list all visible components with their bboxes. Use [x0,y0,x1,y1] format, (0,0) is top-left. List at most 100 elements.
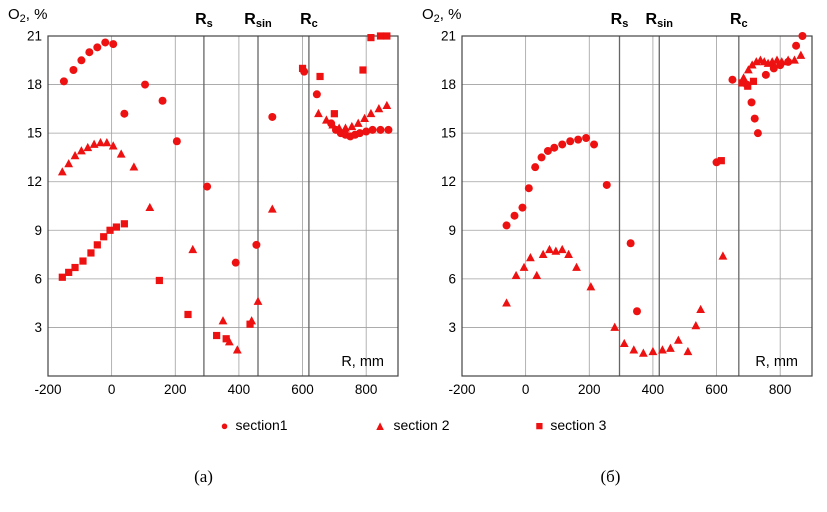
x-tick-label: 400 [642,382,665,397]
reference-line-label: Rsin [646,11,674,30]
data-point-circle [626,239,635,248]
data-point-circle [158,96,167,105]
data-point-circle [753,129,762,138]
data-point-triangle [322,115,331,124]
data-point-triangle [519,262,529,271]
square-marker-icon: ■ [535,417,544,433]
data-point-triangle [188,244,198,254]
y-tick-label: 15 [441,126,456,141]
data-point-triangle [683,346,693,356]
data-point-circle [602,180,611,189]
data-point-triangle [691,321,701,330]
data-point-triangle [267,204,277,213]
y-tick-label: 21 [441,29,456,44]
x-tick-label: 200 [578,382,601,397]
data-point-triangle [747,60,757,69]
data-point-triangle [586,282,596,291]
data-point-circle [510,211,519,220]
data-point-triangle [314,108,323,118]
legend-item-section1: ● section1 [221,417,288,433]
data-point-square [367,34,375,42]
x-tick-label: 200 [164,382,187,397]
data-point-circle [85,48,94,57]
data-point-circle [252,240,261,249]
data-point-triangle [648,346,658,356]
x-tick-label: 800 [355,382,378,397]
reference-line-label: Rsin [244,11,272,30]
data-point-circle [524,184,533,193]
data-point-circle [566,137,575,146]
data-point-circle [384,125,393,134]
x-tick-label: -200 [34,382,61,397]
data-point-triangle [658,345,667,354]
y-axis-label: O2, % [8,6,47,25]
data-point-circle [203,182,212,191]
data-point-triangle [551,246,561,255]
x-tick-label: 0 [522,382,530,397]
legend-label-section3: section 3 [550,417,607,433]
data-point-circle [747,98,756,107]
data-point-square [93,241,101,249]
data-point-square [106,226,114,234]
data-point-square [298,64,307,72]
data-point-triangle [696,304,706,314]
y-tick-label: 12 [441,174,456,189]
y-tick-label: 6 [34,271,42,286]
data-point-triangle [328,120,338,129]
data-point-triangle [253,296,263,305]
data-point-square [120,220,128,228]
data-point-triangle [232,345,242,354]
data-point-triangle [526,253,535,262]
data-point-square [65,268,73,276]
data-point-circle [502,221,511,230]
data-point-triangle [772,55,782,64]
data-point-square [738,79,746,87]
data-point-triangle [502,298,511,307]
data-point-triangle [341,123,350,132]
data-point-triangle [89,139,99,148]
data-point-triangle [790,55,799,64]
data-point-circle [77,56,86,65]
legend-label-section2: section 2 [393,417,450,433]
data-point-triangle [382,100,392,110]
x-tick-label: -200 [448,382,475,397]
reference-line-label: Rc [730,11,748,30]
data-point-triangle [218,316,228,325]
data-point-triangle [83,142,93,152]
data-point-square [376,32,385,40]
scatter-chart-a: Rs Rsin Rc O2, % R, mm 3 6 9 12 15 18 21 -200 0 200 400… [8,6,399,397]
data-point-triangle [564,249,573,258]
data-point-triangle [572,262,581,271]
data-point-square [222,335,230,343]
data-point-triangle [638,348,648,357]
legend-item-section3: ■ section 3 [536,417,607,433]
data-point-circle [750,114,759,123]
data-point-square [71,263,79,272]
y-tick-label: 6 [448,271,456,286]
plot-frame [47,35,399,377]
data-point-triangle [532,270,542,280]
legend-item-section2: ▲ section 2 [374,417,450,433]
data-point-triangle [629,345,639,354]
reference-line-label: Rs [195,11,213,30]
data-point-triangle [666,343,675,352]
data-point-circle [362,127,371,136]
data-point-circle [231,258,240,267]
circle-marker-icon: ● [220,417,229,433]
x-tick-label: 600 [291,382,314,397]
data-point-square [184,310,192,319]
y-tick-label: 15 [27,126,42,141]
data-point-triangle [743,65,753,74]
data-point-square [213,331,221,340]
y-tick-label: 9 [448,223,456,238]
data-point-square [744,82,752,90]
x-axis-label: R, mm [341,354,384,370]
data-point-triangle [366,108,376,118]
data-point-triangle [116,149,126,158]
chart-legend: ● section1 ▲ section 2 ■ section 3 [0,408,827,442]
data-point-triangle [619,338,629,348]
reference-line-label: Rs [611,11,629,30]
plot-frame [461,35,813,377]
data-point-triangle [353,118,363,127]
data-point-triangle [557,244,567,254]
